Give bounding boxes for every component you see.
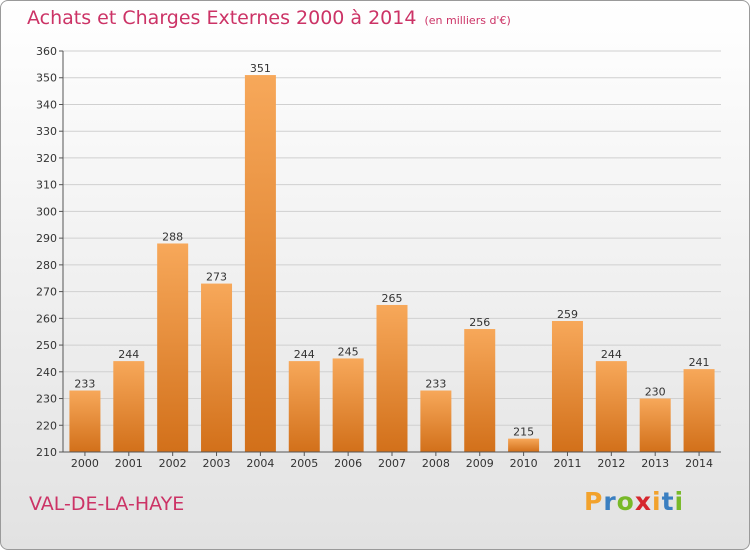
logo-letter: P (584, 487, 604, 516)
value-label-2002: 288 (162, 230, 183, 243)
logo-letter: x (634, 487, 652, 516)
bar-2000 (69, 390, 101, 452)
x-tick-label-2004: 2004 (246, 457, 274, 470)
y-tick-label: 270 (36, 286, 57, 299)
bar-2014 (683, 369, 715, 452)
x-tick-label-2000: 2000 (71, 457, 99, 470)
logo-letter: o (616, 487, 635, 516)
x-tick-label-2006: 2006 (334, 457, 362, 470)
value-label-2013: 230 (645, 386, 666, 399)
chart-title: Achats et Charges Externes 2000 à 2014 (27, 7, 417, 29)
bar-2010 (508, 438, 540, 452)
bar-2001 (113, 361, 145, 452)
x-tick-label-2009: 2009 (466, 457, 494, 470)
bar-2004 (244, 75, 276, 452)
value-label-2010: 215 (513, 426, 534, 439)
value-label-2001: 244 (118, 348, 139, 361)
y-tick-label: 310 (36, 179, 57, 192)
value-label-2000: 233 (74, 378, 95, 391)
x-tick-label-2011: 2011 (553, 457, 581, 470)
x-tick-label-2007: 2007 (378, 457, 406, 470)
y-tick-label: 250 (36, 339, 57, 352)
value-label-2006: 245 (338, 345, 359, 358)
y-tick-label: 240 (36, 366, 57, 379)
x-tick-label-2012: 2012 (597, 457, 625, 470)
chart-title-block: Achats et Charges Externes 2000 à 2014 (e… (27, 7, 511, 29)
value-label-2009: 256 (469, 316, 490, 329)
y-tick-label: 280 (36, 259, 57, 272)
bar-2011 (551, 321, 583, 452)
y-tick-label: 330 (36, 125, 57, 138)
x-tick-label-2001: 2001 (115, 457, 143, 470)
x-tick-label-2013: 2013 (641, 457, 669, 470)
x-tick-label-2002: 2002 (159, 457, 187, 470)
y-tick-label: 360 (36, 45, 57, 58)
logo-letter: r (603, 487, 617, 516)
bar-2006 (332, 358, 364, 452)
value-label-2007: 265 (382, 292, 403, 305)
bar-2008 (420, 390, 452, 452)
proxiti-logo[interactable]: Proxiti (584, 487, 684, 516)
y-tick-label: 320 (36, 152, 57, 165)
unit-note: (en milliers d'€) (424, 14, 511, 27)
bar-2013 (639, 398, 671, 452)
x-tick-label-2010: 2010 (510, 457, 538, 470)
y-tick-label: 210 (36, 446, 57, 459)
logo-letter: i (652, 487, 662, 516)
bar-2007 (376, 304, 408, 452)
value-label-2004: 351 (250, 62, 271, 75)
value-label-2014: 241 (689, 356, 710, 369)
value-label-2012: 244 (601, 348, 622, 361)
x-tick-label-2003: 2003 (203, 457, 231, 470)
y-tick-label: 350 (36, 72, 57, 85)
value-label-2003: 273 (206, 271, 227, 284)
bar-2003 (201, 283, 233, 452)
value-label-2005: 244 (294, 348, 315, 361)
y-tick-label: 260 (36, 312, 57, 325)
y-tick-label: 300 (36, 205, 57, 218)
x-tick-label-2005: 2005 (290, 457, 318, 470)
y-tick-label: 290 (36, 232, 57, 245)
bar-2012 (595, 361, 627, 452)
value-label-2008: 233 (425, 378, 446, 391)
y-tick-label: 340 (36, 98, 57, 111)
bar-2009 (464, 329, 496, 452)
x-tick-label-2008: 2008 (422, 457, 450, 470)
y-tick-label: 230 (36, 393, 57, 406)
logo-letter: i (674, 487, 685, 516)
y-tick-label: 220 (36, 419, 57, 432)
x-tick-label-2014: 2014 (685, 457, 713, 470)
value-label-2011: 259 (557, 308, 578, 321)
bar-2005 (288, 361, 320, 452)
logo-letter: t (661, 487, 675, 516)
town-name: VAL-DE-LA-HAYE (29, 493, 185, 515)
bar-2002 (157, 243, 189, 452)
